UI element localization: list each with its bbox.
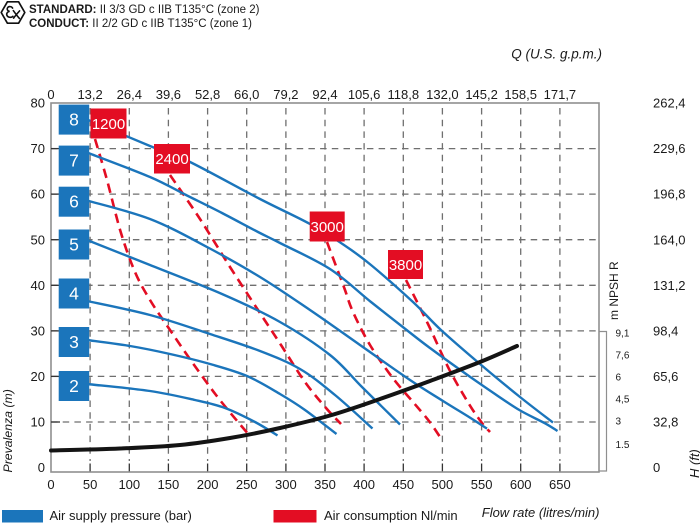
svg-text:650: 650 xyxy=(549,477,571,492)
svg-text:500: 500 xyxy=(432,477,454,492)
svg-text:3000: 3000 xyxy=(311,219,344,236)
svg-text:5: 5 xyxy=(69,235,79,255)
svg-text:196,8: 196,8 xyxy=(653,187,686,202)
svg-text:Air supply pressure (bar): Air supply pressure (bar) xyxy=(50,508,192,523)
svg-text:66,0: 66,0 xyxy=(234,87,259,102)
svg-text:Q (U.S. g.p.m.): Q (U.S. g.p.m.) xyxy=(511,47,602,62)
svg-text:6: 6 xyxy=(69,192,79,212)
svg-text:4,5: 4,5 xyxy=(616,395,630,406)
svg-text:3: 3 xyxy=(616,417,622,428)
svg-text:7,6: 7,6 xyxy=(616,351,630,362)
svg-text:350: 350 xyxy=(314,477,336,492)
svg-text:4: 4 xyxy=(69,284,79,304)
svg-text:2: 2 xyxy=(69,376,79,396)
svg-text:20: 20 xyxy=(31,369,45,384)
svg-text:145,2: 145,2 xyxy=(465,87,498,102)
svg-text:Air consumption Nl/min: Air consumption Nl/min xyxy=(324,508,458,523)
svg-text:30: 30 xyxy=(31,324,45,339)
svg-text:32,8: 32,8 xyxy=(653,415,678,430)
svg-text:131,2: 131,2 xyxy=(653,278,686,293)
svg-text:26,4: 26,4 xyxy=(117,87,142,102)
svg-text:m NPSH R: m NPSH R xyxy=(607,261,621,320)
svg-text:0: 0 xyxy=(38,460,45,475)
svg-text:200: 200 xyxy=(197,477,219,492)
svg-text:7: 7 xyxy=(69,151,79,171)
svg-text:2400: 2400 xyxy=(155,151,188,168)
svg-text:229,6: 229,6 xyxy=(653,141,686,156)
svg-text:150: 150 xyxy=(158,477,180,492)
svg-text:50: 50 xyxy=(83,477,97,492)
svg-text:10: 10 xyxy=(31,415,45,430)
svg-text:9,1: 9,1 xyxy=(616,329,630,340)
svg-text:8: 8 xyxy=(69,110,79,130)
svg-text:132,0: 132,0 xyxy=(426,87,459,102)
svg-text:0: 0 xyxy=(47,87,54,102)
svg-text:400: 400 xyxy=(353,477,375,492)
svg-text:100: 100 xyxy=(118,477,140,492)
svg-text:262,4: 262,4 xyxy=(653,96,686,111)
svg-text:3: 3 xyxy=(69,332,79,352)
svg-text:92,4: 92,4 xyxy=(312,87,337,102)
svg-text:H (ft): H (ft) xyxy=(687,449,700,478)
svg-text:300: 300 xyxy=(275,477,297,492)
svg-text:65,6: 65,6 xyxy=(653,369,678,384)
svg-text:98,4: 98,4 xyxy=(653,324,678,339)
svg-text:3800: 3800 xyxy=(389,257,422,274)
svg-text:52,8: 52,8 xyxy=(195,87,220,102)
svg-text:STANDARD: II 3/3 GD c IIB T135: STANDARD: II 3/3 GD c IIB T135°C (zone 2… xyxy=(29,4,260,16)
svg-text:250: 250 xyxy=(236,477,258,492)
svg-text:70: 70 xyxy=(31,141,45,156)
svg-text:13,2: 13,2 xyxy=(77,87,102,102)
svg-text:1.5: 1.5 xyxy=(616,440,630,451)
svg-text:50: 50 xyxy=(31,232,45,247)
svg-text:158,5: 158,5 xyxy=(504,87,537,102)
svg-text:0: 0 xyxy=(653,460,660,475)
svg-text:1200: 1200 xyxy=(92,116,125,133)
svg-text:0: 0 xyxy=(47,477,54,492)
svg-text:118,8: 118,8 xyxy=(388,87,420,102)
svg-text:6: 6 xyxy=(616,373,622,384)
svg-text:CONDUCT: II 2/2 GD c IIB T135°: CONDUCT: II 2/2 GD c IIB T135°C (zone 1) xyxy=(29,18,252,30)
svg-text:Flow rate (litres/min): Flow rate (litres/min) xyxy=(482,505,600,520)
svg-text:105,6: 105,6 xyxy=(348,87,381,102)
svg-text:600: 600 xyxy=(510,477,532,492)
svg-text:550: 550 xyxy=(471,477,493,492)
svg-text:39,6: 39,6 xyxy=(156,87,181,102)
svg-text:164,0: 164,0 xyxy=(653,232,686,247)
svg-text:171,7: 171,7 xyxy=(544,87,577,102)
svg-text:450: 450 xyxy=(392,477,414,492)
svg-text:60: 60 xyxy=(31,187,45,202)
svg-text:80: 80 xyxy=(31,96,45,111)
svg-text:40: 40 xyxy=(31,278,45,293)
svg-text:79,2: 79,2 xyxy=(273,87,298,102)
svg-text:Prevalenza (m): Prevalenza (m) xyxy=(1,389,15,472)
